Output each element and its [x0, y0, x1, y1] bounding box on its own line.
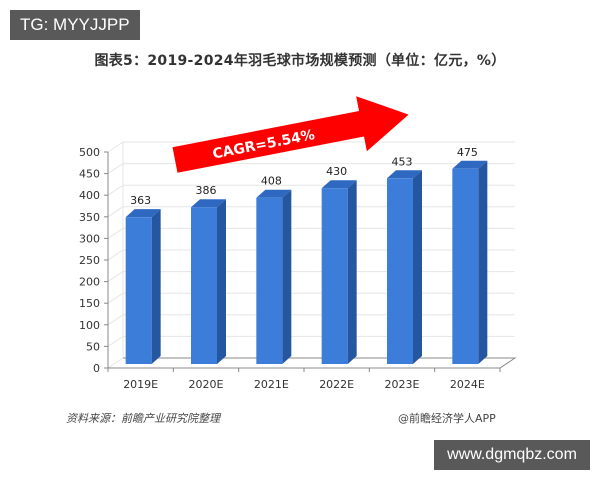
x-tick-label: 2022E: [319, 378, 354, 391]
y-tick-label: 50: [86, 340, 100, 353]
x-tick-label: 2019E: [123, 378, 158, 391]
x-tick-label: 2021E: [254, 378, 289, 391]
gridlines: [107, 141, 515, 369]
arrow-shape: [172, 96, 409, 173]
bar-2022E: 430: [321, 165, 357, 364]
bar-2019E: 363: [125, 194, 161, 364]
bar-2023E: 453: [387, 155, 422, 364]
bars: 363 386 408 430 453 475: [125, 146, 488, 364]
y-tick-label: 0: [93, 362, 100, 375]
y-tick-label: 250: [79, 254, 100, 267]
data-label: 453: [392, 155, 413, 168]
chart-title: 图表5：2019-2024年羽毛球市场规模预测（单位：亿元，%）: [94, 53, 506, 69]
data-label: 430: [326, 165, 347, 178]
bar-2024E: 475: [452, 146, 488, 364]
x-tick-label: 2023E: [385, 378, 420, 391]
bar-2021E: 408: [256, 175, 292, 364]
y-tick-label: 100: [79, 319, 100, 332]
y-tick-label: 400: [79, 189, 100, 202]
y-tick-label: 500: [79, 146, 100, 159]
y-tick-label: 300: [79, 232, 100, 245]
watermark-badge-bottom: www.dgmqbz.com: [434, 440, 590, 470]
source-note: 资料来源：前瞻产业研究院整理: [66, 412, 220, 425]
y-axis: 0 50 100 150 200 250 300 350 400 450 500: [79, 146, 109, 375]
watermark-badge-top: TG: MYYJJPP: [10, 10, 140, 40]
x-tick-label: 2024E: [450, 378, 485, 391]
x-axis: 2019E 2020E 2021E 2022E 2023E 2024E: [107, 368, 501, 391]
data-label: 408: [261, 175, 282, 188]
bar-2020E: 386: [191, 184, 226, 364]
y-tick-label: 350: [79, 211, 100, 224]
x-tick-label: 2020E: [189, 378, 224, 391]
data-label: 386: [196, 184, 217, 197]
credit-note: @前瞻经济学人APP: [398, 412, 496, 425]
y-tick-label: 450: [79, 168, 100, 181]
data-label: 363: [130, 194, 151, 207]
data-label: 475: [457, 146, 478, 159]
y-tick-label: 200: [79, 276, 100, 289]
y-tick-label: 150: [79, 297, 100, 310]
cagr-arrow: CAGR=5.54%: [172, 96, 409, 173]
